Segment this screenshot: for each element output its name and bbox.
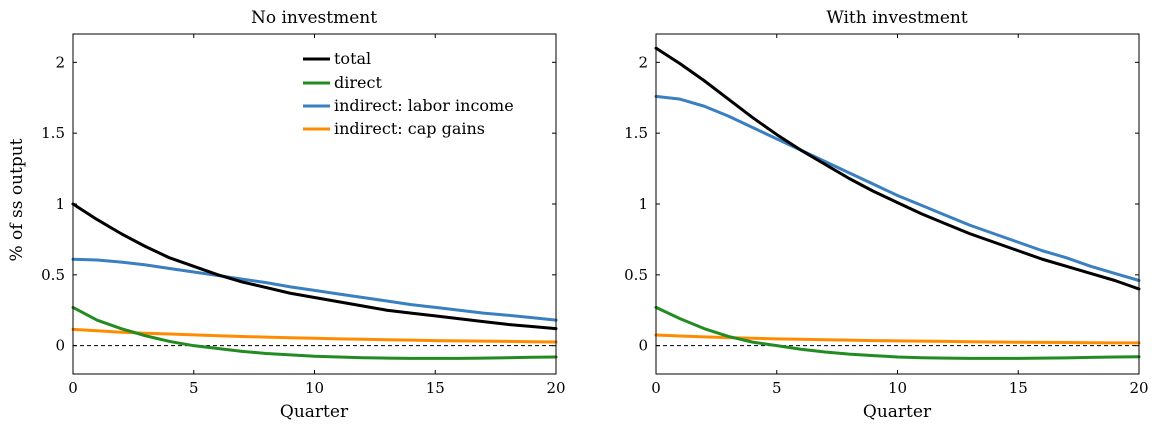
legend: total direct indirect: labor income indi…	[303, 49, 514, 138]
plot-frame	[72, 33, 557, 375]
x-tick-label: 0	[68, 379, 78, 397]
series-line-indirect-labor-income	[654, 94, 1141, 282]
x-tick-label: 20	[1129, 379, 1148, 397]
legend-label-cap-gains: indirect: cap gains	[334, 119, 485, 138]
panel-no-investment: No investment % of ss output Quarter 0 5 1…	[7, 8, 566, 422]
plot-frame	[655, 33, 1140, 375]
y-tick-label: 0	[638, 337, 648, 355]
legend-label-labor-income: indirect: labor income	[334, 96, 514, 115]
panel-with-investment: With investment Quarter 0 5 10 15 20 0 0.5 1 1.…	[624, 8, 1148, 422]
x-tick-label: 5	[772, 379, 782, 397]
y-tick-label: 0	[55, 337, 65, 355]
x-tick-label: 10	[888, 379, 907, 397]
y-tick-label: 2	[55, 53, 65, 71]
x-ticks: 0 5 10 15 20	[651, 34, 1149, 397]
y-tick-label: 1	[55, 195, 65, 213]
series-line-total	[71, 202, 558, 331]
series-line-direct	[71, 305, 558, 360]
series-line-total	[654, 46, 1141, 291]
series-line-indirect-labor-income	[71, 257, 558, 322]
legend-label-direct: direct	[334, 73, 382, 92]
x-tick-label: 15	[1009, 379, 1028, 397]
chart-title: With investment	[826, 8, 968, 28]
chart-title: No investment	[251, 8, 377, 28]
x-axis-label: Quarter	[863, 402, 932, 422]
x-tick-label: 15	[426, 379, 445, 397]
legend-label-total: total	[334, 49, 371, 68]
series-line-direct	[654, 305, 1141, 360]
y-tick-label: 0.5	[624, 266, 648, 284]
y-tick-label: 1.5	[41, 124, 65, 142]
y-ticks: 0 0.5 1 1.5 2	[41, 53, 556, 355]
y-tick-label: 1.5	[624, 124, 648, 142]
x-tick-label: 5	[189, 379, 199, 397]
series-lines	[654, 46, 1141, 360]
series-lines	[71, 202, 558, 360]
y-axis-label: % of ss output	[7, 138, 27, 261]
y-tick-label: 1	[638, 195, 648, 213]
x-tick-label: 10	[305, 379, 324, 397]
x-tick-label: 20	[546, 379, 565, 397]
y-tick-label: 2	[638, 53, 648, 71]
series-line-indirect-cap-gains	[71, 327, 558, 344]
x-axis-label: Quarter	[280, 402, 349, 422]
y-tick-label: 0.5	[41, 266, 65, 284]
x-tick-label: 0	[651, 379, 661, 397]
y-ticks: 0 0.5 1 1.5 2	[624, 53, 1139, 355]
